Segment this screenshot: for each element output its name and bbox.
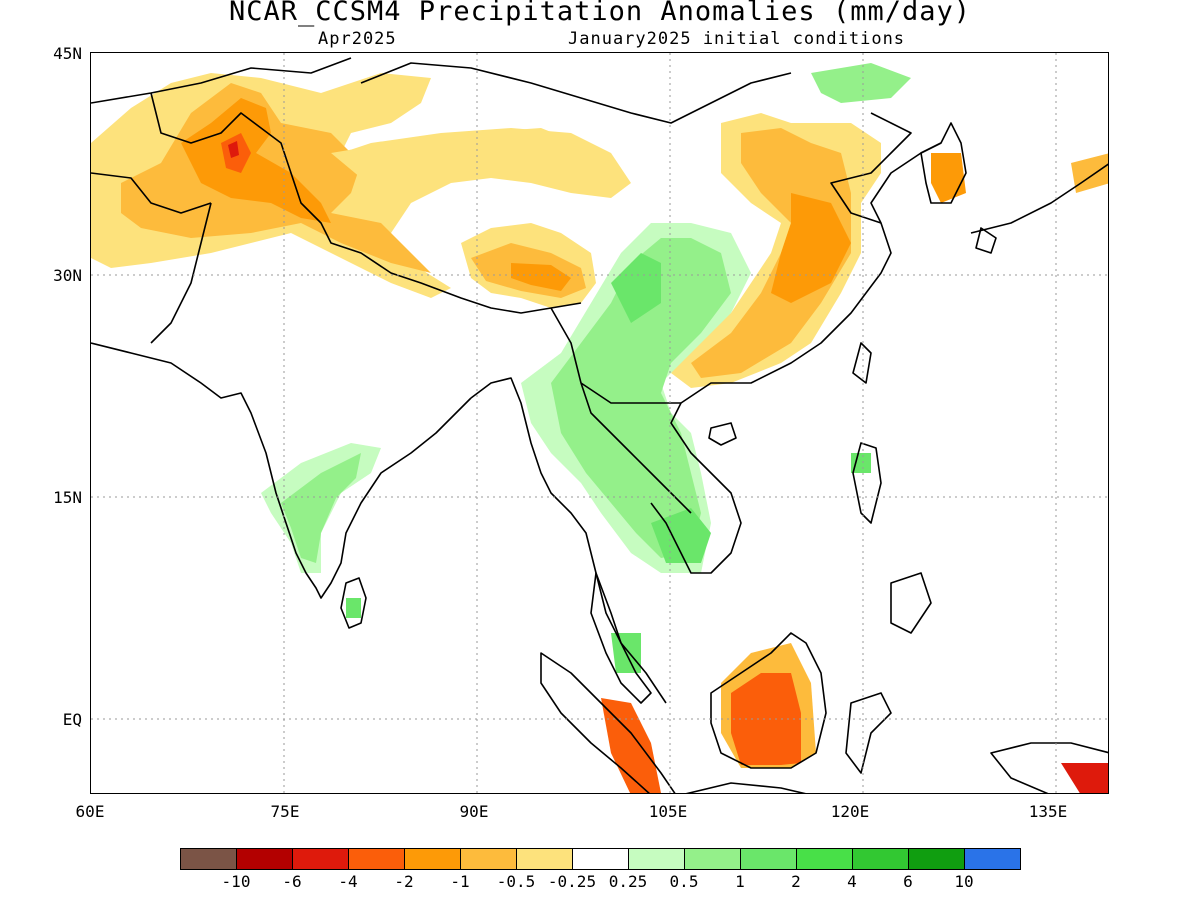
dry-region-borneo-heavy [731, 673, 801, 765]
colorbar-swatch [348, 848, 405, 870]
colorbar-label: 10 [954, 872, 974, 891]
lat-label-15n: 15N [53, 488, 82, 507]
coastline-malay [590, 572, 652, 704]
coastline-kyushu [975, 227, 997, 254]
colorbar-swatch [908, 848, 965, 870]
colorbar-label: -10 [221, 872, 251, 891]
wet-region-north-china [811, 63, 911, 103]
border-southeast-asia [550, 307, 692, 514]
wet-region-southeast-asia-mid [551, 238, 731, 558]
dry-region-new-guinea [1061, 763, 1108, 793]
lon-label-105e: 105E [648, 802, 688, 821]
coastline-north-china [830, 112, 912, 224]
coastline-korea [920, 122, 967, 204]
colorbar-swatch [292, 848, 349, 870]
colorbar-label: 0.5 [669, 872, 699, 891]
colorbar-label: -0.5 [496, 872, 536, 891]
colorbar-label: -0.25 [547, 872, 597, 891]
border-central-asia [91, 57, 582, 344]
coastline-sri-lanka [340, 577, 367, 629]
lon-label-75e: 75E [270, 802, 300, 821]
lat-label-eq: EQ [62, 710, 82, 729]
dry-region-east-china-mid [691, 128, 851, 378]
dry-region-kashmir [181, 98, 331, 223]
colorbar-label: 6 [903, 872, 913, 891]
colorbar-label: -2 [394, 872, 414, 891]
coastline-mindanao [890, 572, 932, 634]
coastline-japan [970, 163, 1108, 234]
map-panel [90, 52, 1109, 794]
colorbar-swatch [684, 848, 741, 870]
lat-label-45n: 45N [53, 44, 82, 63]
anomaly-map [91, 53, 1108, 793]
initial-conditions: January2025 initial conditions [568, 29, 906, 49]
coastline-taiwan [852, 342, 872, 384]
colorbar-label: -6 [282, 872, 302, 891]
wet-region-yunnan [611, 253, 661, 323]
colorbar-swatch [460, 848, 517, 870]
wet-region-india-mid [281, 453, 361, 563]
colorbar-swatch [516, 848, 573, 870]
coastline-indochina [650, 142, 942, 574]
dry-region-tibet-strong [511, 263, 571, 291]
coastline-india [91, 342, 472, 599]
colorbar-swatch [180, 848, 237, 870]
lat-label-30n: 30N [53, 266, 82, 285]
lon-label-60e: 60E [75, 802, 105, 821]
lon-label-90e: 90E [459, 802, 489, 821]
map-title: NCAR_CCSM4 Precipitation Anomalies (mm/d… [229, 0, 971, 27]
colorbar-label: -4 [338, 872, 358, 891]
colorbar-swatch [796, 848, 853, 870]
lon-label-120e: 120E [830, 802, 870, 821]
wet-region-philippines [851, 453, 871, 473]
colorbar-swatch [628, 848, 685, 870]
colorbar-swatch [404, 848, 461, 870]
coastline-java [685, 782, 806, 793]
coastline-sulawesi [845, 692, 892, 774]
colorbar-swatch [740, 848, 797, 870]
colorbar-label: 0.25 [608, 872, 648, 891]
colorbar-label: 1 [735, 872, 745, 891]
colorbar-swatch [852, 848, 909, 870]
dry-region-mongolia [331, 128, 621, 178]
colorbar-swatch [572, 848, 629, 870]
colorbar-label: 4 [847, 872, 857, 891]
coastline-luzon [852, 442, 882, 524]
coastline-borneo [710, 632, 827, 769]
colorbar-label: 2 [791, 872, 801, 891]
coastline-sumatra [540, 652, 676, 793]
coastline-new-guinea [990, 742, 1108, 793]
coastline-hainan [708, 422, 737, 446]
lon-label-135e: 135E [1028, 802, 1068, 821]
dry-region-korea [931, 153, 966, 203]
dry-region-japan [1071, 153, 1108, 193]
border-china-mongolia [360, 62, 792, 124]
wet-region-sri-lanka [346, 598, 361, 618]
colorbar-label: -1 [450, 872, 470, 891]
dry-region-sumatra [601, 698, 661, 793]
dry-region-pamir [228, 141, 239, 158]
forecast-month: Apr2025 [318, 29, 397, 49]
colorbar-swatch [964, 848, 1021, 870]
colorbar-swatch [236, 848, 293, 870]
